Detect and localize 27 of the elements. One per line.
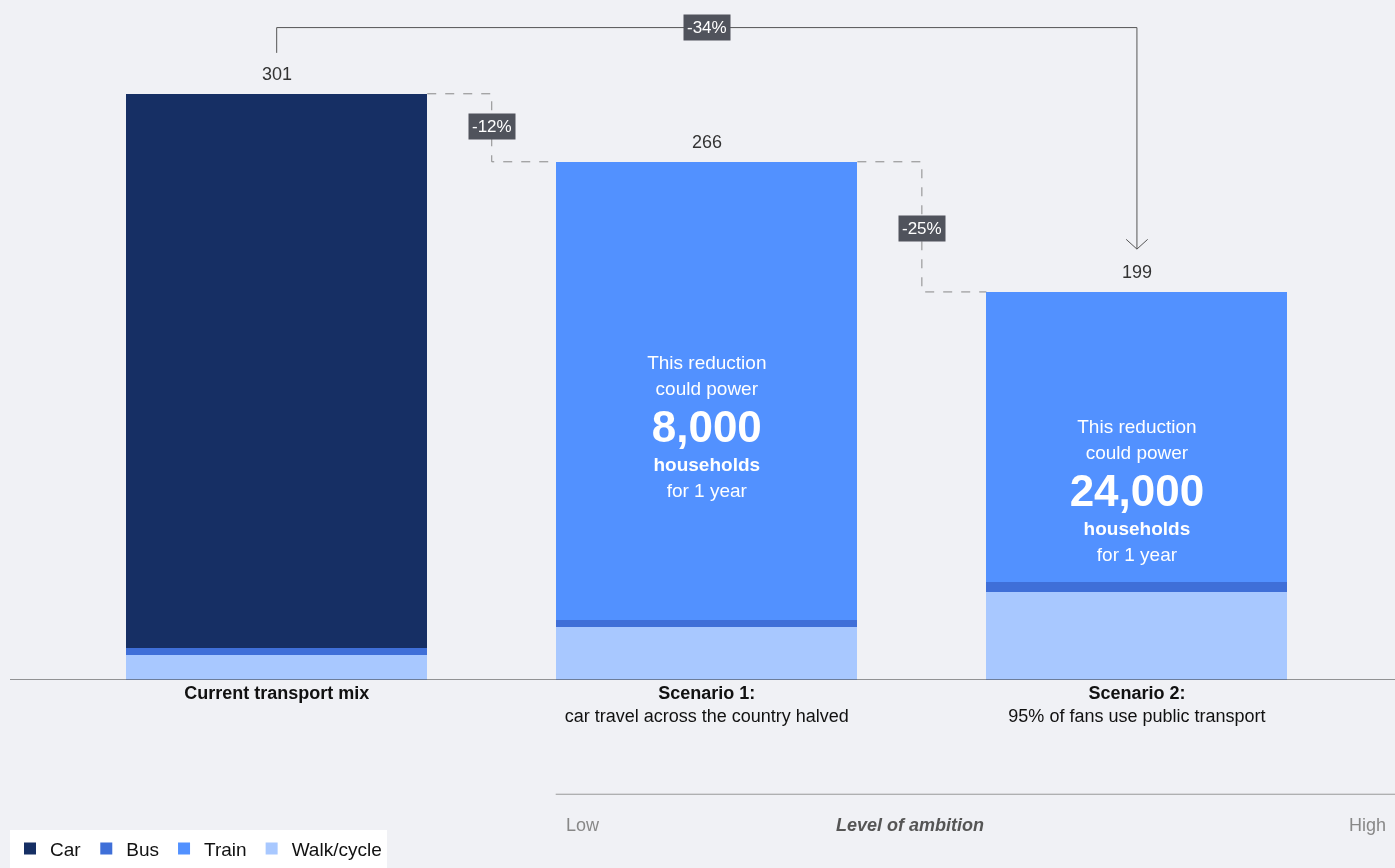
text: High	[1349, 815, 1387, 835]
annotation: -25%	[902, 219, 942, 238]
annotation: -12%	[472, 117, 512, 136]
bar	[126, 654, 428, 680]
legend-label: Train	[204, 838, 247, 860]
x-tick-label: Current transport mix	[184, 683, 370, 703]
legend-label: Car	[50, 838, 82, 860]
text: Low	[566, 815, 601, 835]
legend-label: Bus	[126, 838, 160, 860]
x-tick-label: Scenario 1: car travel across the country halved	[564, 683, 849, 727]
text: Level of ambition	[836, 815, 985, 835]
bar	[126, 648, 428, 655]
annotation: This reduction could power 8,000 households for 1 year	[647, 350, 767, 503]
bar	[986, 592, 1288, 680]
bar	[986, 582, 1288, 593]
bar	[556, 161, 858, 620]
annotation: 266	[692, 132, 723, 152]
bar	[126, 93, 428, 649]
bar	[986, 291, 1288, 583]
bar	[556, 627, 858, 680]
annotation: 199	[1122, 262, 1153, 282]
x-tick-label: Scenario 2: 95% of fans use public transport	[1008, 683, 1266, 727]
legend-label: Walk/cycle	[291, 838, 382, 860]
annotation: This reduction could power 24,000 households for 1 year	[1069, 415, 1205, 568]
annotation: 301	[262, 64, 293, 84]
text: -34%	[687, 18, 727, 37]
bar	[556, 619, 858, 628]
